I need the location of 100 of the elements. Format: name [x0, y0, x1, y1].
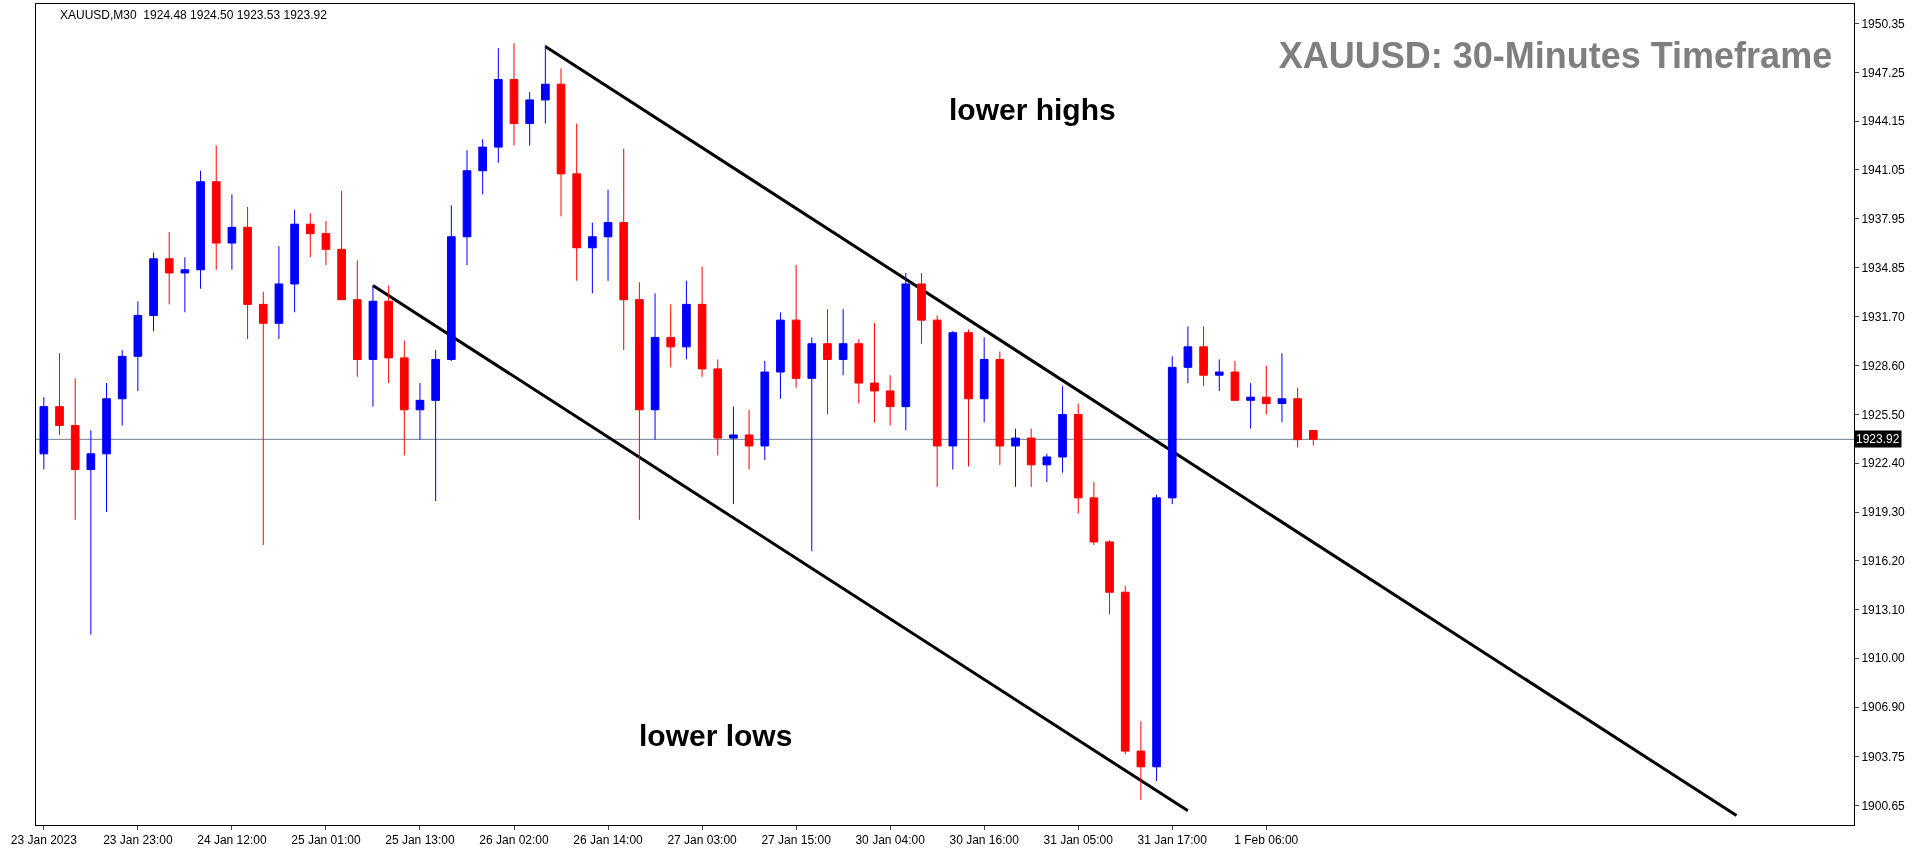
x-tick-label: 30 Jan 16:00: [949, 833, 1020, 848]
candlestick: [149, 252, 158, 332]
candlestick: [1230, 360, 1240, 401]
candlestick: [1167, 355, 1177, 505]
candlestick: [1152, 494, 1161, 782]
candlestick: [39, 396, 49, 471]
candlestick: [901, 272, 911, 431]
x-tick-label: 25 Jan 13:00: [385, 833, 455, 848]
y-tick-label: 1937.95: [1861, 211, 1906, 226]
candlestick: [588, 222, 597, 294]
candlestick: [478, 138, 487, 195]
candlestick: [494, 47, 503, 164]
candlestick: [619, 148, 629, 351]
candlestick: [917, 272, 926, 345]
y-tick-label: 1947.25: [1861, 65, 1906, 80]
candlestick: [776, 311, 785, 400]
ref-line-label: 1923.92: [1856, 432, 1900, 446]
candlestick: [55, 352, 64, 436]
text: XAUUSD: 30-Minutes Timeframe: [1278, 35, 1833, 77]
candlestick: [713, 358, 723, 456]
candlestick: [791, 264, 801, 389]
candlestick: [196, 170, 205, 290]
candlestick: [979, 336, 989, 423]
candlestick: [446, 204, 456, 362]
x-tick-label: 26 Jan 02:00: [479, 833, 550, 848]
candlestick: [274, 245, 284, 340]
candlestick: [1136, 720, 1146, 801]
x-tick-label: 31 Jan 05:00: [1043, 833, 1114, 848]
x-tick-label: 23 Jan 23:00: [103, 833, 173, 848]
annotation: lower lows: [639, 719, 793, 752]
candlestick: [556, 67, 566, 217]
x-tick-label: 24 Jan 12:00: [197, 833, 267, 848]
candlestick: [1042, 453, 1052, 483]
candlestick: [133, 300, 143, 392]
candlestick: [870, 322, 879, 423]
candlestick: [384, 285, 393, 384]
candlestick: [823, 308, 832, 415]
y-tick-label: 1925.50: [1861, 407, 1906, 422]
candlestick: [164, 231, 174, 305]
y-tick-label: 1903.75: [1861, 749, 1906, 764]
annotation: XAUUSD,M30 1924.48 1924.50 1923.53 1923.92: [60, 8, 328, 22]
y-tick-label: 1934.85: [1861, 260, 1906, 275]
candlestick: [885, 374, 895, 427]
y-tick-label: 1922.40: [1861, 456, 1906, 471]
y-tick-label: 1900.65: [1861, 798, 1906, 813]
candlestick: [838, 308, 848, 376]
y-tick-label: 1910.00: [1861, 651, 1906, 666]
candlestick: [666, 303, 676, 368]
y-tick-label: 1931.70: [1861, 310, 1906, 325]
candlestick: [1058, 385, 1067, 474]
candlestick: [305, 212, 315, 258]
candlestick: [744, 409, 754, 471]
candlestick: [431, 349, 440, 502]
y-tick-label: 1913.10: [1861, 602, 1906, 617]
candlestick: [1308, 429, 1318, 446]
x-tick-label: 25 Jan 01:00: [291, 833, 361, 848]
candlestick: [697, 266, 707, 378]
x-tick-label: 27 Jan 15:00: [761, 833, 832, 848]
candlestick: [1105, 539, 1114, 615]
candlestick: [290, 209, 299, 313]
y-tick-label: 1944.15: [1861, 114, 1906, 129]
candlestick: [258, 291, 268, 546]
candlestick: [572, 123, 582, 282]
candlestick: [948, 330, 958, 471]
candlestick: [525, 91, 535, 147]
x-tick-label: 27 Jan 03:00: [667, 833, 738, 848]
candlestick: [650, 292, 660, 441]
x-tick-label: 26 Jan 14:00: [573, 833, 644, 848]
candlestick: [1089, 481, 1099, 546]
candlestick: [1277, 352, 1287, 423]
candlestick: [211, 145, 221, 271]
candlestick: [352, 259, 362, 378]
candlestick: [415, 382, 425, 441]
candlestick: [368, 285, 378, 408]
y-tick-label: 1950.35: [1861, 16, 1906, 31]
candlestick: [932, 314, 942, 488]
candlestick: [854, 338, 864, 404]
candlestick: [117, 349, 127, 427]
candlestick: [1261, 365, 1271, 415]
candlestick: [964, 329, 973, 467]
candlestick: [321, 220, 331, 266]
candlestick: [729, 406, 738, 505]
candlestick: [760, 360, 770, 461]
candlestick: [399, 340, 409, 456]
candlestick: [635, 281, 644, 521]
candlestick: [70, 377, 80, 521]
candlestick: [1246, 382, 1255, 430]
y-tick-label: 1916.20: [1861, 553, 1906, 568]
candlestick: [509, 42, 519, 147]
candlestick: [1183, 325, 1193, 384]
y-tick-label: 1906.90: [1861, 700, 1906, 715]
candlestick: [102, 382, 111, 513]
y-tick-label: 1919.30: [1861, 505, 1906, 520]
candlestick: [227, 193, 237, 271]
candlestick: [603, 189, 613, 282]
candlestick: [86, 429, 96, 636]
candlestick: [682, 280, 691, 360]
y-tick-label: 1941.05: [1861, 163, 1906, 178]
candlestick: [462, 149, 472, 266]
candlestick: [1026, 428, 1036, 488]
